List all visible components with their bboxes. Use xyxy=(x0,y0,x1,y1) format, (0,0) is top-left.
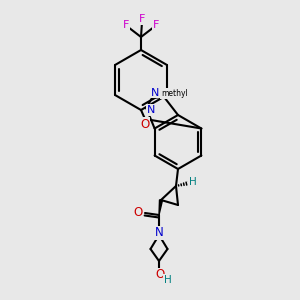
Polygon shape xyxy=(159,200,163,215)
Text: N: N xyxy=(154,226,164,239)
Text: methyl: methyl xyxy=(161,89,188,98)
Text: H: H xyxy=(189,177,197,187)
Text: O: O xyxy=(155,268,165,281)
Text: N: N xyxy=(147,105,155,115)
Text: N: N xyxy=(151,88,160,98)
Text: H: H xyxy=(164,275,172,285)
Text: F: F xyxy=(153,20,159,30)
Text: F: F xyxy=(139,14,145,24)
Text: O: O xyxy=(134,206,142,218)
Text: O: O xyxy=(140,118,150,130)
Text: F: F xyxy=(123,20,129,30)
